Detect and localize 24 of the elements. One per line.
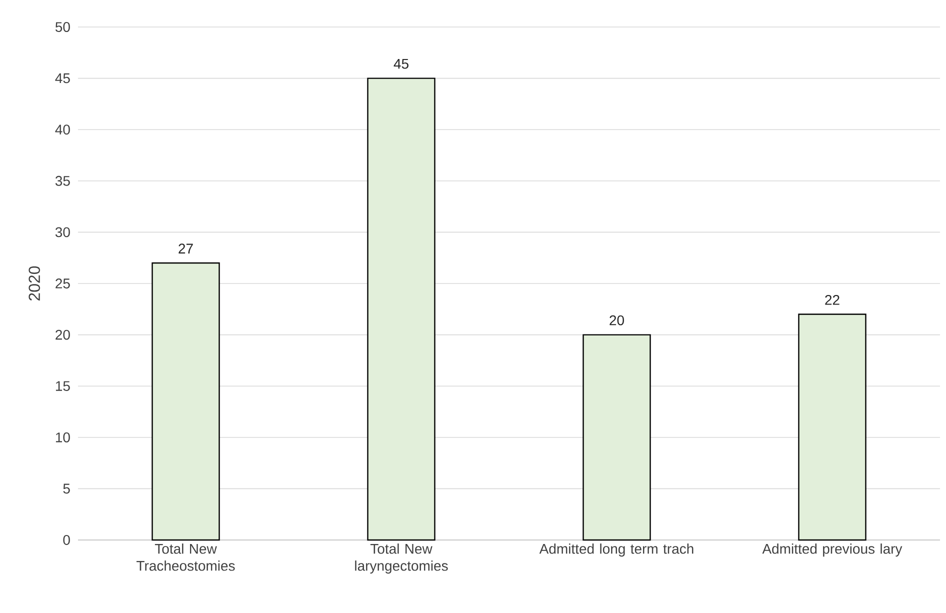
y-tick-label: 25 xyxy=(56,278,70,288)
x-tick-label: Total New Tracheostomies xyxy=(136,544,235,571)
x-tick-label: Admitted previous lary xyxy=(762,544,902,557)
data-label: 22 xyxy=(825,294,840,305)
y-tick-label: 0 xyxy=(63,535,70,545)
y-tick-label: 30 xyxy=(55,227,70,238)
data-label: 45 xyxy=(394,59,408,69)
y-tick-label: 35 xyxy=(55,176,70,186)
y-tick-label: 50 xyxy=(55,22,70,32)
bar xyxy=(798,314,866,541)
bar xyxy=(152,262,220,541)
y-tick-label: 15 xyxy=(56,381,70,391)
bar xyxy=(582,334,651,541)
data-label: 27 xyxy=(178,244,193,254)
y-tick-label: 10 xyxy=(56,432,70,442)
y-tick-label: 40 xyxy=(55,124,70,135)
y-axis-title: 2020 xyxy=(28,266,40,300)
data-label: 20 xyxy=(610,315,624,326)
y-tick-label: 20 xyxy=(56,330,70,340)
y-tick-label: 5 xyxy=(63,484,70,494)
x-tick-label: Total New laryngectomies xyxy=(355,544,448,574)
bar xyxy=(367,78,436,541)
x-tick-label: Admitted long term trach xyxy=(539,544,694,557)
y-tick-label: 45 xyxy=(55,73,70,84)
